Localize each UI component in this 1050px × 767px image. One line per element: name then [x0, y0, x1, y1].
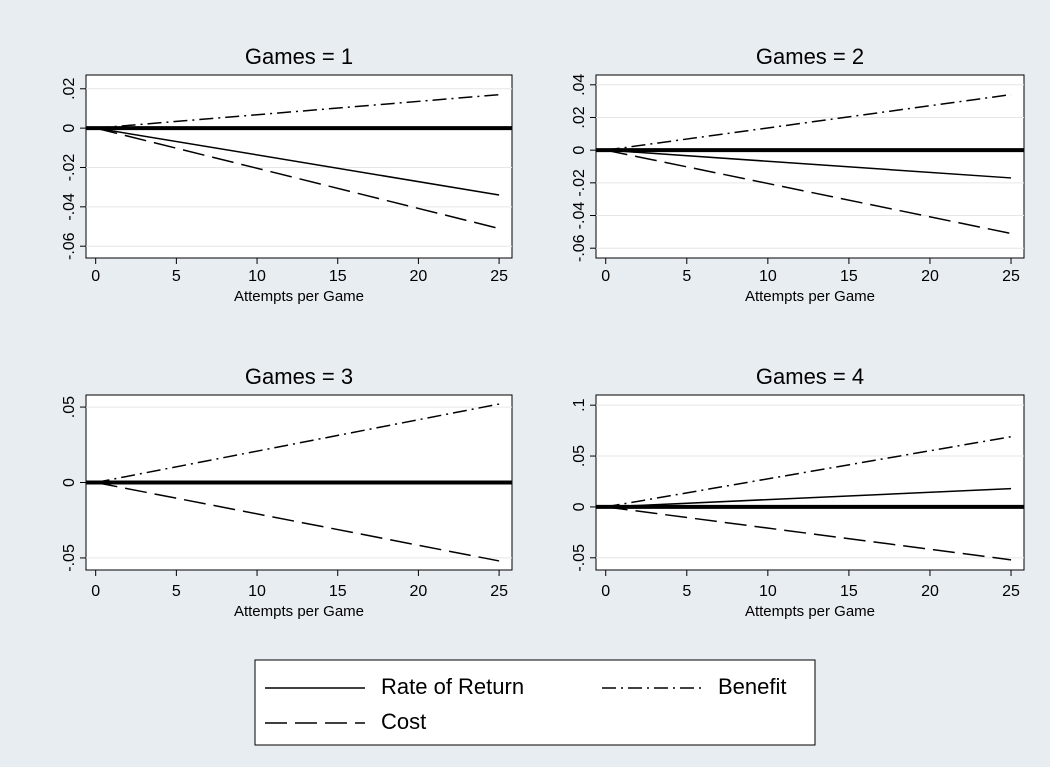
x-tick-label: 0: [601, 268, 610, 285]
x-tick-label: 15: [329, 583, 347, 600]
panel-title: Games = 4: [756, 364, 864, 389]
x-tick-label: 20: [410, 583, 428, 600]
x-tick-label: 15: [840, 583, 858, 600]
y-tick-label: -.06: [61, 232, 78, 260]
series-line: [605, 149, 1012, 235]
series-line: [605, 93, 1012, 151]
x-tick-label: 25: [490, 268, 508, 285]
x-tick-label: 10: [759, 583, 777, 600]
y-tick-label: -.04: [571, 202, 588, 230]
series-line: [95, 481, 500, 562]
legend-label: Rate of Return: [381, 674, 524, 699]
plot-area: [595, 74, 1025, 259]
y-tick-label: -.05: [571, 544, 588, 572]
y-tick-label: .04: [571, 74, 588, 96]
x-tick-label: 0: [91, 583, 100, 600]
x-tick-label: 10: [759, 268, 777, 285]
x-tick-label: 0: [91, 268, 100, 285]
y-tick-label: .1: [571, 398, 588, 411]
x-tick-label: 10: [248, 268, 266, 285]
series-line: [605, 435, 1012, 508]
y-tick-label: .05: [61, 396, 78, 418]
x-tick-label: 5: [172, 583, 181, 600]
legend-label: Cost: [381, 709, 426, 734]
x-tick-label: 5: [172, 268, 181, 285]
x-tick-label: 20: [921, 583, 939, 600]
y-tick-label: 0: [571, 502, 588, 511]
x-tick-label: 20: [921, 268, 939, 285]
x-tick-label: 25: [1002, 268, 1020, 285]
y-tick-label: .05: [571, 445, 588, 467]
series-line: [95, 127, 500, 230]
y-tick-label: 0: [61, 124, 78, 133]
panel-title: Games = 3: [245, 364, 353, 389]
plot-area: [85, 74, 513, 259]
x-tick-label: 20: [410, 268, 428, 285]
series-line: [95, 127, 500, 196]
y-tick-label: -.02: [571, 169, 588, 197]
legend-label: Benefit: [718, 674, 787, 699]
x-axis-label: Attempts per Game: [745, 603, 875, 620]
y-tick-label: -.02: [61, 154, 78, 182]
x-axis-label: Attempts per Game: [234, 603, 364, 620]
y-tick-label: -.04: [61, 193, 78, 221]
y-tick-label: 0: [571, 146, 588, 155]
legend-box: [254, 659, 816, 746]
y-tick-label: .02: [571, 106, 588, 128]
series-line: [605, 149, 1012, 179]
y-tick-label: -.05: [61, 544, 78, 572]
series-line: [605, 487, 1012, 508]
series-line: [95, 93, 500, 129]
y-tick-label: -.06: [571, 234, 588, 262]
x-tick-label: 25: [1002, 583, 1020, 600]
x-tick-label: 15: [329, 268, 347, 285]
series-line: [605, 506, 1012, 561]
x-axis-label: Attempts per Game: [745, 288, 875, 305]
x-axis-label: Attempts per Game: [234, 288, 364, 305]
panel-title: Games = 1: [245, 44, 353, 69]
x-tick-label: 5: [682, 268, 691, 285]
y-tick-label: .02: [61, 78, 78, 100]
y-tick-label: 0: [61, 478, 78, 487]
x-tick-label: 10: [248, 583, 266, 600]
x-tick-label: 25: [490, 583, 508, 600]
panel-title: Games = 2: [756, 44, 864, 69]
series-line: [95, 403, 500, 484]
x-tick-label: 0: [601, 583, 610, 600]
plot-area: [595, 394, 1025, 571]
x-tick-label: 5: [682, 583, 691, 600]
x-tick-label: 15: [840, 268, 858, 285]
